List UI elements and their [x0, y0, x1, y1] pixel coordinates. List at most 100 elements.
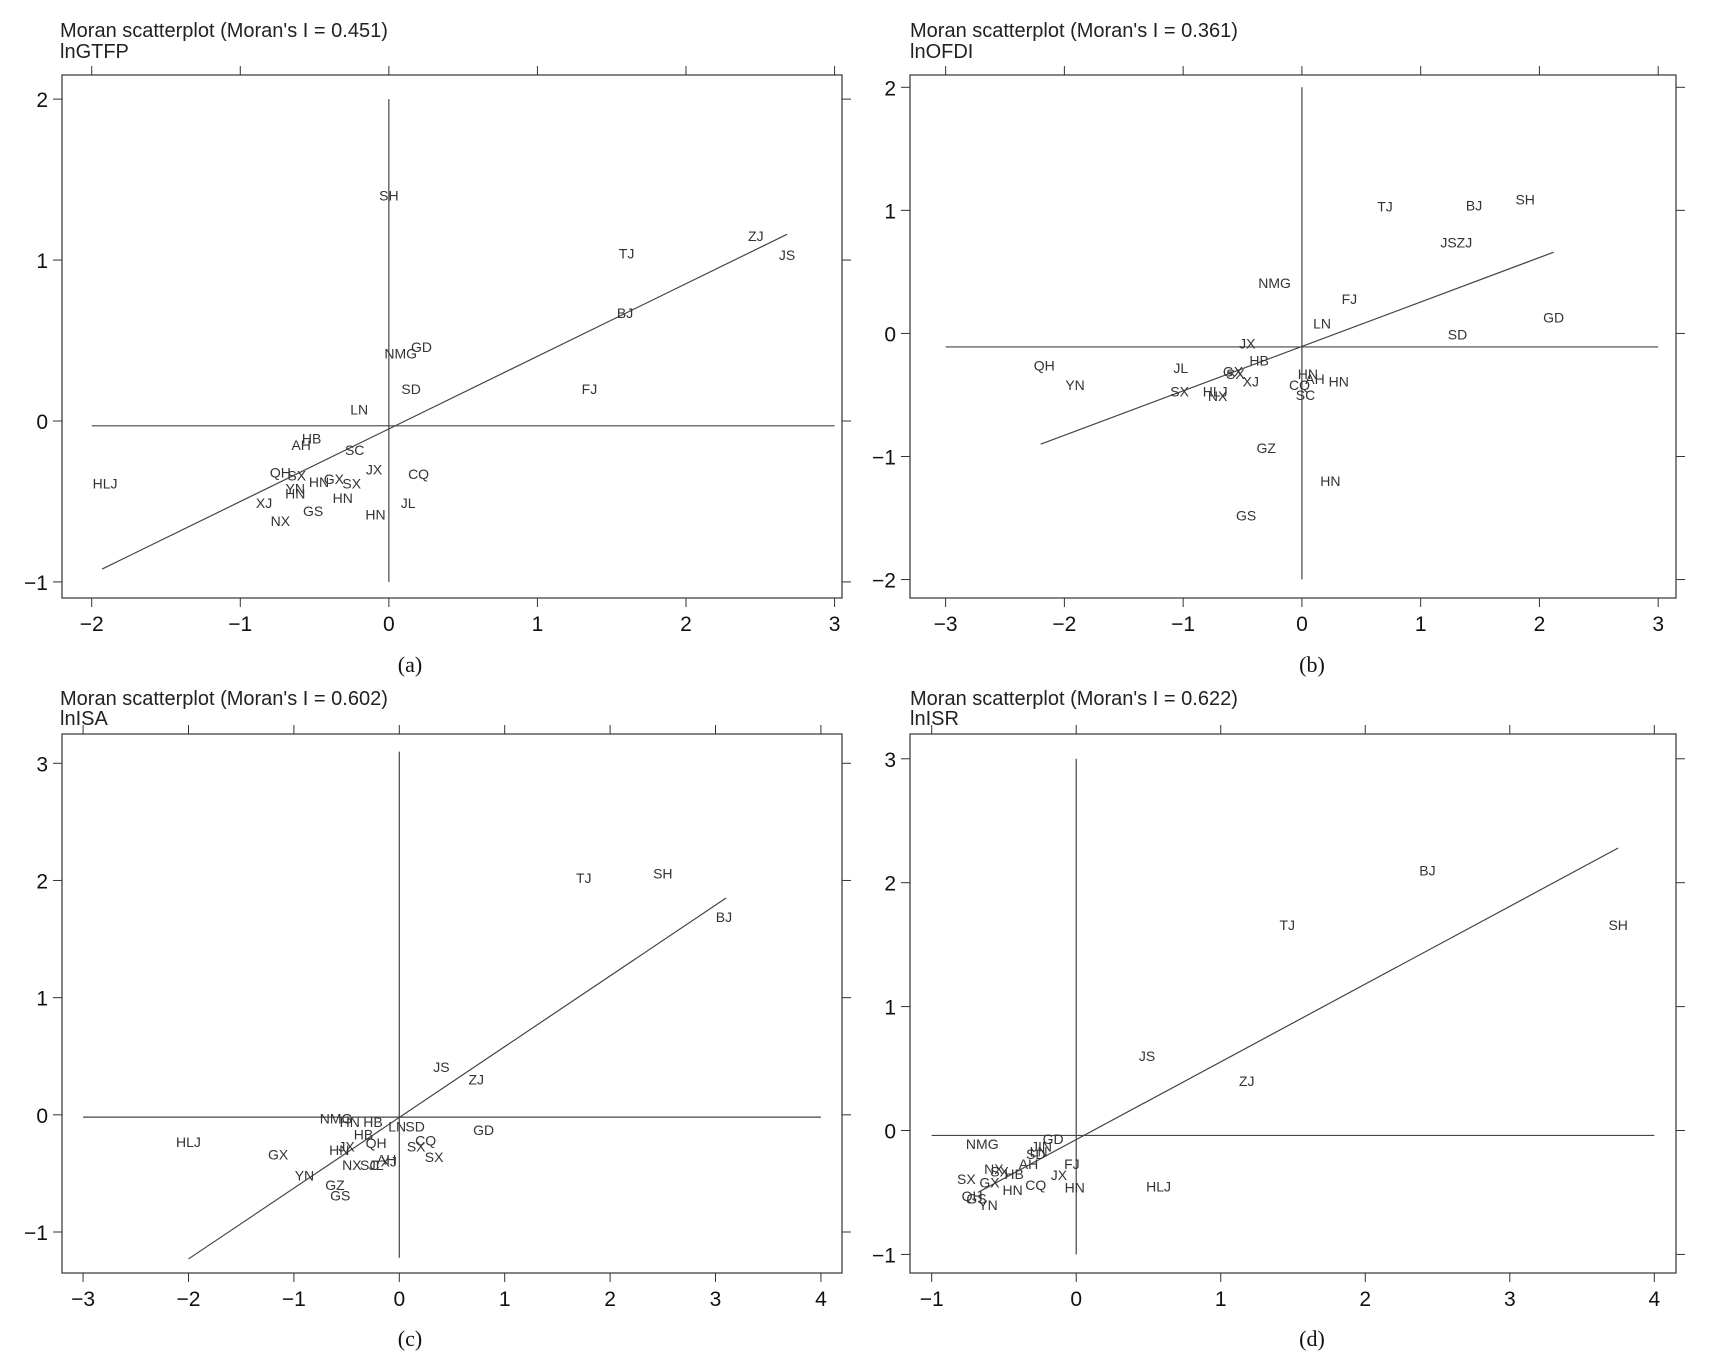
- x-tick-label: 2: [680, 613, 692, 636]
- x-tick-label: −2: [177, 1288, 201, 1311]
- point-label: CQ: [1289, 377, 1310, 393]
- point-label: JL: [1173, 360, 1188, 376]
- x-tick-label: −2: [80, 613, 104, 636]
- point-label: BJ: [617, 305, 633, 321]
- point-label: XJ: [381, 1154, 397, 1170]
- point-label: HB: [363, 1114, 382, 1130]
- point-label: TJ: [619, 246, 635, 262]
- variable-label: lnISA: [60, 708, 108, 730]
- fit-line: [1040, 251, 1554, 445]
- point-label: HLJ: [1146, 1178, 1171, 1194]
- point-label: TJ: [576, 870, 592, 886]
- point-label: NX: [271, 513, 291, 529]
- point-label: XJ: [1243, 373, 1259, 389]
- point-label: JIN: [1031, 1139, 1052, 1155]
- point-label: JS: [433, 1059, 449, 1075]
- fit-line: [101, 233, 788, 570]
- y-tick-label: 2: [884, 77, 896, 100]
- point-label: FJ: [1064, 1156, 1080, 1172]
- point-label: HN: [1002, 1182, 1022, 1198]
- x-tick-label: 0: [1070, 1288, 1082, 1311]
- variable-label: lnGTFP: [60, 41, 129, 63]
- point-label: HLJ: [1203, 383, 1228, 399]
- point-label: HN: [333, 490, 353, 506]
- point-label: GD: [473, 1122, 494, 1138]
- y-tick-label: −1: [872, 1244, 896, 1267]
- y-tick-label: 3: [36, 753, 48, 776]
- chart-title: Moran scatterplot (Moran's I = 0.451): [60, 20, 388, 42]
- point-label: SH: [1515, 191, 1534, 207]
- y-tick-label: 1: [36, 250, 48, 273]
- point-label: GS: [966, 1191, 986, 1207]
- plot-frame: [909, 733, 1677, 1274]
- panel-caption: (a): [398, 652, 422, 677]
- point-label: SD: [405, 1119, 424, 1135]
- y-tick-label: 0: [884, 323, 896, 346]
- point-label: GX: [979, 1175, 1000, 1191]
- x-tick-label: 1: [1215, 1288, 1227, 1311]
- fit-line: [977, 847, 1619, 1193]
- point-label: BJ: [1419, 862, 1435, 878]
- x-tick-label: −1: [228, 613, 252, 636]
- panel-caption: (b): [1299, 652, 1325, 677]
- point-label: ZJ: [468, 1072, 484, 1088]
- point-label: JL: [369, 1157, 384, 1173]
- point-label: QH: [270, 464, 291, 480]
- point-label: GS: [303, 503, 323, 519]
- x-tick-label: 4: [1648, 1288, 1660, 1311]
- point-label: JX: [366, 461, 383, 477]
- point-label: GS: [1236, 508, 1256, 524]
- point-label: YN: [1065, 377, 1084, 393]
- point-label: BJ: [716, 909, 732, 925]
- point-label: HN: [1298, 366, 1318, 382]
- point-label: GS: [330, 1188, 350, 1204]
- point-label: HN: [1320, 473, 1340, 489]
- point-label: GD: [411, 339, 432, 355]
- point-label: SD: [1026, 1146, 1045, 1162]
- point-label: GZ: [1257, 440, 1277, 456]
- point-label: SX: [425, 1149, 444, 1165]
- fit-line: [188, 897, 727, 1260]
- point-label: JL: [401, 495, 416, 511]
- x-tick-label: −3: [934, 613, 958, 636]
- point-label: YN: [286, 481, 305, 497]
- x-tick-label: 4: [815, 1288, 827, 1311]
- point-label: SX: [1226, 366, 1245, 382]
- y-tick-label: −2: [872, 570, 896, 593]
- point-label: YN: [978, 1197, 997, 1213]
- point-label: NMG: [320, 1110, 353, 1126]
- point-label: GX: [268, 1147, 289, 1163]
- point-label: HN: [285, 485, 305, 501]
- point-label: NMG: [966, 1136, 999, 1152]
- point-label: AH: [1019, 1156, 1038, 1172]
- point-label: HB: [354, 1127, 373, 1143]
- point-label: HLJ: [176, 1134, 201, 1150]
- y-tick-label: 0: [36, 1105, 48, 1128]
- point-label: SX: [990, 1163, 1009, 1179]
- point-label: JSZJ: [1440, 234, 1472, 250]
- point-label: TJ: [1377, 199, 1393, 215]
- x-tick-label: −1: [920, 1288, 944, 1311]
- point-label: CQ: [415, 1133, 436, 1149]
- point-label: JX: [1051, 1167, 1068, 1183]
- x-tick-label: −1: [282, 1288, 306, 1311]
- chart-title: Moran scatterplot (Moran's I = 0.361): [910, 20, 1238, 42]
- y-tick-label: −1: [872, 446, 896, 469]
- point-label: JX: [1239, 335, 1256, 351]
- point-label: QH: [962, 1188, 983, 1204]
- x-tick-label: 2: [1534, 613, 1546, 636]
- point-label: HN: [1065, 1180, 1085, 1196]
- x-tick-label: 3: [1504, 1288, 1516, 1311]
- x-tick-label: 0: [383, 613, 395, 636]
- point-label: LN: [350, 402, 368, 418]
- x-tick-label: 1: [1415, 613, 1427, 636]
- point-label: AH: [1305, 371, 1324, 387]
- point-label: SH: [1608, 917, 1627, 933]
- point-label: NMG: [384, 345, 417, 361]
- point-label: AH: [377, 1151, 396, 1167]
- point-label: SX: [1170, 383, 1189, 399]
- point-label: HB: [1249, 352, 1268, 368]
- x-tick-label: −1: [1171, 613, 1195, 636]
- point-label: HB: [302, 431, 321, 447]
